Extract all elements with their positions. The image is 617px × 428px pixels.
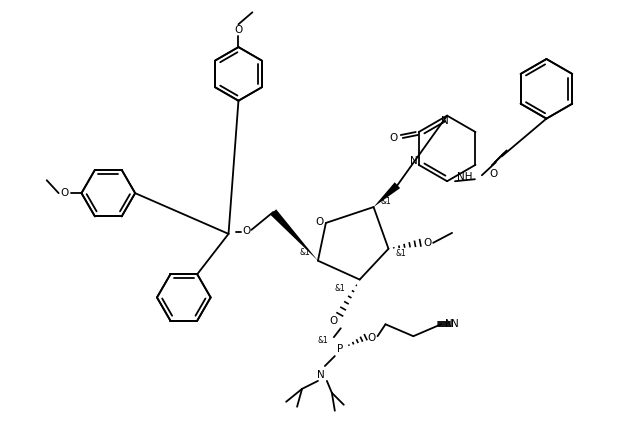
Text: &1: &1: [380, 196, 391, 205]
Text: P: P: [337, 344, 343, 354]
Text: N: N: [441, 116, 449, 125]
Text: N: N: [410, 156, 418, 166]
Polygon shape: [270, 209, 318, 261]
Text: O: O: [490, 169, 498, 179]
Text: O: O: [242, 226, 251, 236]
Text: O: O: [316, 217, 324, 227]
Text: N: N: [317, 370, 325, 380]
Text: &1: &1: [395, 249, 406, 258]
Text: O: O: [390, 133, 398, 143]
Text: NH: NH: [457, 172, 473, 182]
Text: O: O: [368, 333, 376, 343]
Text: N: N: [445, 319, 453, 329]
Text: O: O: [423, 238, 431, 248]
Text: N: N: [451, 319, 459, 329]
Text: O: O: [60, 188, 68, 198]
Text: O: O: [329, 316, 338, 326]
Text: &1: &1: [318, 336, 328, 345]
Text: &1: &1: [334, 284, 345, 293]
Text: O: O: [234, 25, 242, 35]
Text: &1: &1: [300, 248, 310, 257]
Polygon shape: [373, 182, 400, 207]
